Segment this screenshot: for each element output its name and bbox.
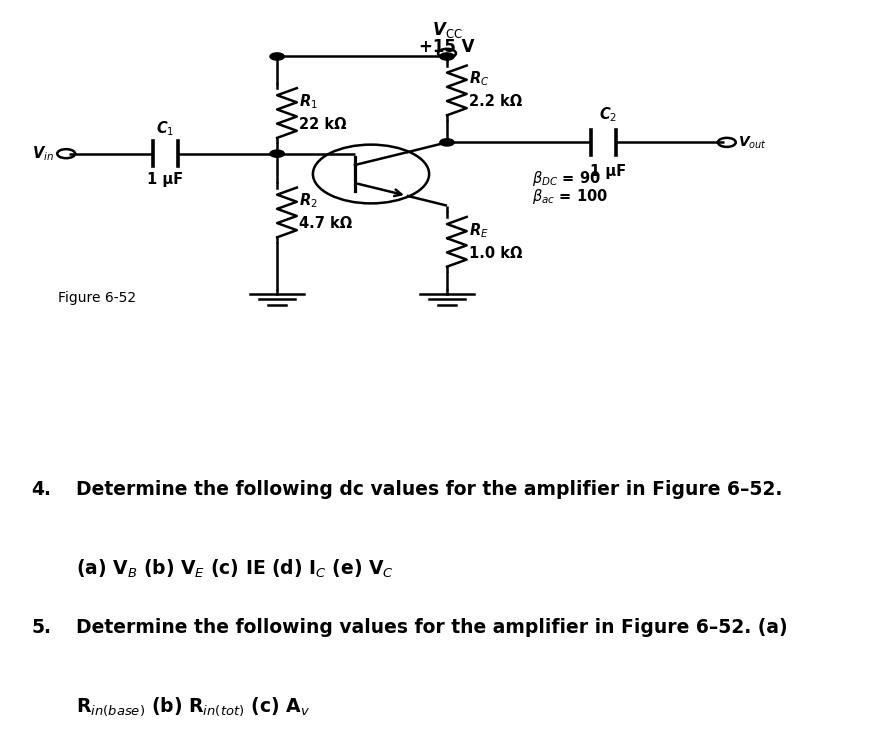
Text: 4.: 4. (31, 480, 51, 499)
Text: 4.7 kΩ: 4.7 kΩ (299, 217, 352, 231)
Text: V$_{in}$: V$_{in}$ (31, 144, 54, 163)
Circle shape (440, 139, 454, 146)
Circle shape (440, 53, 454, 60)
Text: 1 μF: 1 μF (148, 172, 183, 187)
Text: 1.0 kΩ: 1.0 kΩ (469, 246, 523, 260)
Text: 5.: 5. (31, 618, 51, 637)
Text: (a) V$_B$ (b) V$_E$ (c) IE (d) I$_C$ (e) V$_C$: (a) V$_B$ (b) V$_E$ (c) IE (d) I$_C$ (e)… (76, 557, 394, 580)
Text: Figure 6-52: Figure 6-52 (58, 292, 136, 305)
Circle shape (270, 53, 284, 60)
Text: C$_1$: C$_1$ (156, 120, 174, 139)
Circle shape (270, 150, 284, 157)
Text: Determine the following dc values for the amplifier in Figure 6–52.: Determine the following dc values for th… (76, 480, 782, 499)
Text: 22 kΩ: 22 kΩ (299, 117, 347, 132)
Text: R$_E$: R$_E$ (469, 221, 489, 240)
Text: C$_2$: C$_2$ (599, 105, 617, 124)
Text: R$_{in(base)}$ (b) R$_{in(tot)}$ (c) A$_v$: R$_{in(base)}$ (b) R$_{in(tot)}$ (c) A$_… (76, 695, 310, 718)
Text: R$_2$: R$_2$ (299, 192, 318, 211)
Text: R$_C$: R$_C$ (469, 70, 490, 88)
Text: V$_{\rm CC}$: V$_{\rm CC}$ (432, 20, 462, 40)
Text: V$_{out}$: V$_{out}$ (738, 134, 767, 151)
Text: +15 V: +15 V (419, 39, 475, 56)
Text: $\beta_{DC}$ = 90: $\beta_{DC}$ = 90 (532, 169, 601, 188)
Text: R$_1$: R$_1$ (299, 93, 318, 111)
Text: 1 μF: 1 μF (590, 164, 626, 179)
Text: Determine the following values for the amplifier in Figure 6–52. (a): Determine the following values for the a… (76, 618, 788, 637)
Text: $\beta_{ac}$ = 100: $\beta_{ac}$ = 100 (532, 187, 608, 206)
Text: 2.2 kΩ: 2.2 kΩ (469, 94, 522, 109)
